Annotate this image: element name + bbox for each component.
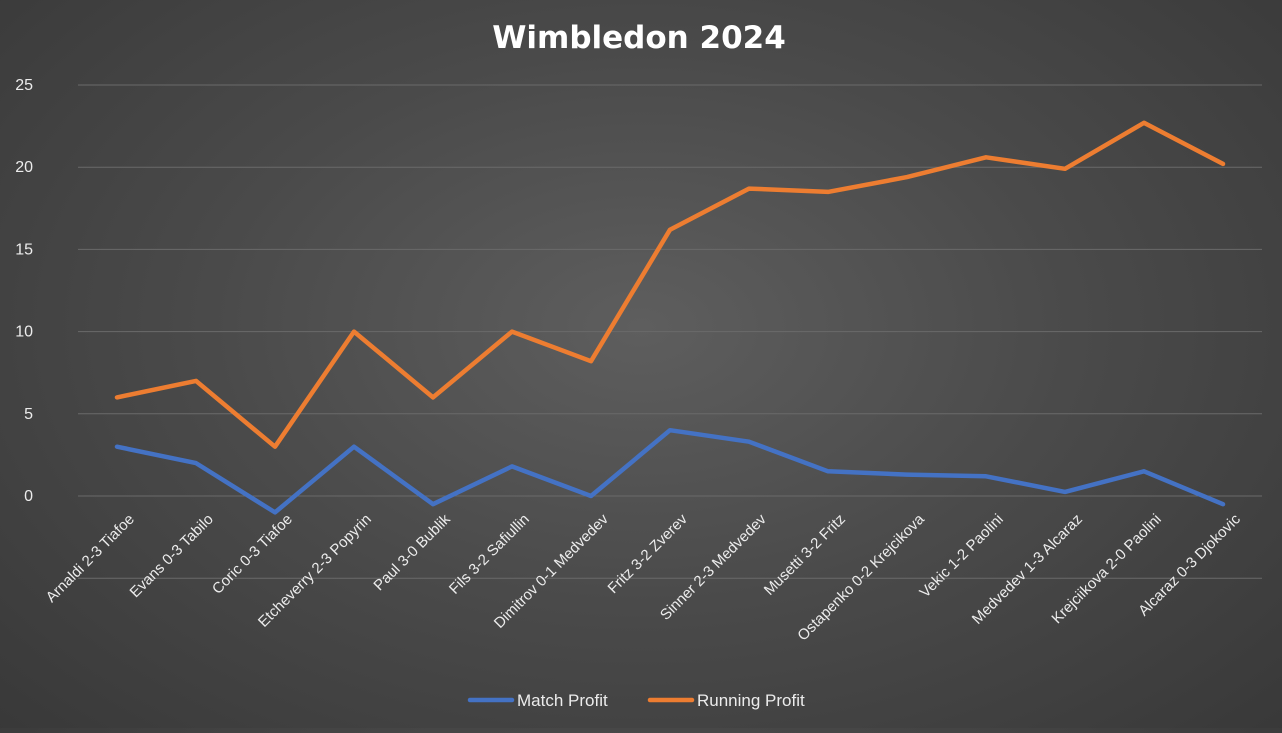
legend: Match Profit Running Profit	[467, 691, 805, 710]
x-tick-label: Vekic 1-2 Paolini	[916, 511, 1006, 601]
y-axis-ticks: 0 5 10 15 20 25	[15, 77, 33, 505]
x-tick-label: Paul 3-0 Bublik	[370, 510, 454, 594]
series-line-running-profit	[114, 120, 1226, 449]
x-tick-label: Musetti 3-2 Fritz	[761, 511, 849, 599]
y-tick-label: 20	[15, 159, 33, 176]
y-tick-label: 10	[15, 324, 33, 341]
x-tick-label: Fils 3-2 Safiullin	[446, 511, 533, 598]
legend-label: Running Profit	[697, 691, 805, 710]
y-tick-label: 5	[24, 406, 33, 423]
series-lines	[114, 120, 1226, 515]
x-tick-label: Fritz 3-2 Zverev	[605, 510, 692, 597]
x-tick-label: Arnaldi 2-3 Tiafoe	[43, 511, 138, 606]
legend-label: Match Profit	[517, 691, 608, 710]
y-tick-label: 25	[15, 77, 33, 94]
y-tick-label: 15	[15, 241, 33, 258]
x-tick-label: Coric 0-3 Tiafoe	[209, 511, 296, 598]
x-tick-label: Evans 0-3 Tabilo	[127, 511, 217, 601]
gridlines	[78, 84, 1262, 579]
y-tick-label: 0	[24, 488, 33, 505]
series-line-match-profit	[114, 427, 1226, 515]
chart-title: Wimbledon 2024	[492, 20, 786, 56]
x-tick-label: Ostapenko 0-2 Krejcikova	[794, 510, 928, 644]
